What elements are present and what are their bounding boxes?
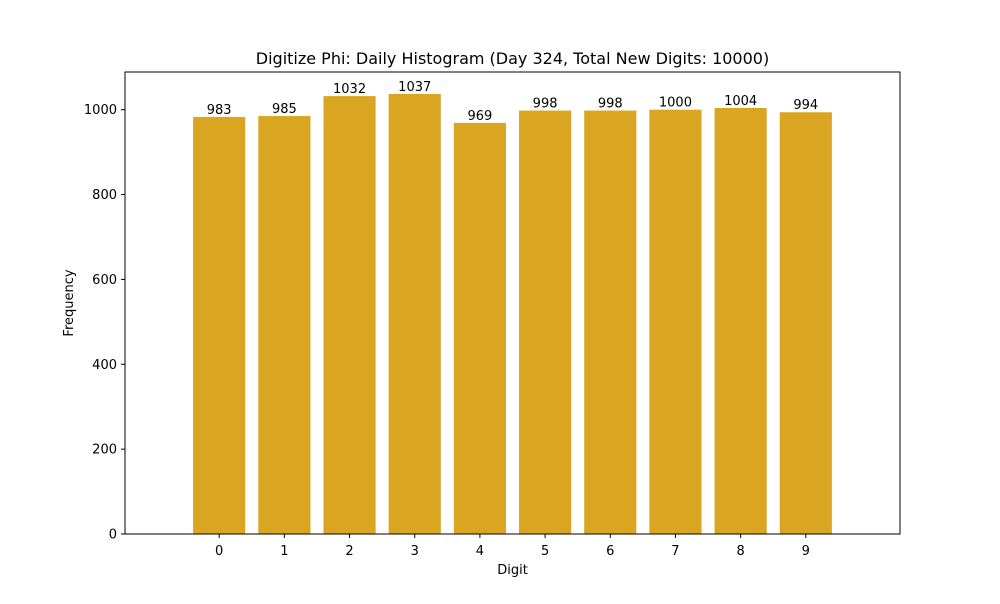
bar-digit-4	[453, 122, 506, 534]
data-label-digit-8: 1004	[724, 94, 757, 109]
y-tick-label: 1000	[84, 103, 117, 118]
bars-layer	[193, 94, 832, 535]
chart-title: Digitize Phi: Daily Histogram (Day 324, …	[256, 49, 769, 68]
x-tick-label-8: 8	[736, 544, 744, 559]
data-label-digit-1: 985	[272, 102, 297, 117]
bar-digit-7	[649, 109, 702, 535]
x-tick-label-7: 7	[671, 544, 679, 559]
x-tick-label-4: 4	[476, 544, 484, 559]
plot-frame	[124, 71, 901, 535]
data-label-digit-4: 969	[467, 109, 492, 124]
x-axis: 0 1 2 3 4 5 6 7 8 9	[215, 534, 810, 559]
data-label-digit-2: 1032	[333, 82, 366, 97]
bar-digit-6	[584, 110, 637, 535]
data-label-digit-0: 983	[207, 103, 232, 118]
bar-digit-9	[779, 112, 832, 534]
x-tick-label-1: 1	[280, 544, 288, 559]
x-tick-label-0: 0	[215, 544, 223, 559]
bar-digit-0	[193, 116, 246, 535]
x-tick-label-9: 9	[802, 544, 810, 559]
x-tick-label-5: 5	[541, 544, 549, 559]
x-axis-label: Digit	[497, 563, 528, 578]
x-tick-label-2: 2	[345, 544, 353, 559]
x-tick-label-6: 6	[606, 544, 614, 559]
data-label-digit-5: 998	[533, 97, 558, 112]
y-axis-label: Frequency	[62, 269, 77, 336]
bar-digit-1	[258, 116, 311, 534]
y-tick-label: 600	[92, 273, 117, 288]
data-label-digit-9: 994	[793, 98, 818, 113]
data-label-digit-6: 998	[598, 97, 623, 112]
y-tick-label: 200	[92, 443, 117, 458]
bar-digit-8	[714, 108, 767, 535]
bar-digit-5	[519, 110, 572, 535]
bar-digit-2	[323, 96, 376, 534]
data-label-digit-7: 1000	[659, 96, 692, 111]
y-axis: 0 200 400 600 800 1000	[84, 103, 125, 543]
y-tick-label: 400	[92, 358, 117, 373]
y-tick-label: 800	[92, 188, 117, 203]
x-tick-label-3: 3	[411, 544, 419, 559]
bar-digit-3	[388, 94, 441, 534]
data-labels-layer: 983 985 1032 1037 969 998 998 1000 1004 994	[207, 80, 818, 124]
data-label-digit-3: 1037	[398, 80, 431, 95]
y-tick-label: 0	[109, 528, 117, 543]
